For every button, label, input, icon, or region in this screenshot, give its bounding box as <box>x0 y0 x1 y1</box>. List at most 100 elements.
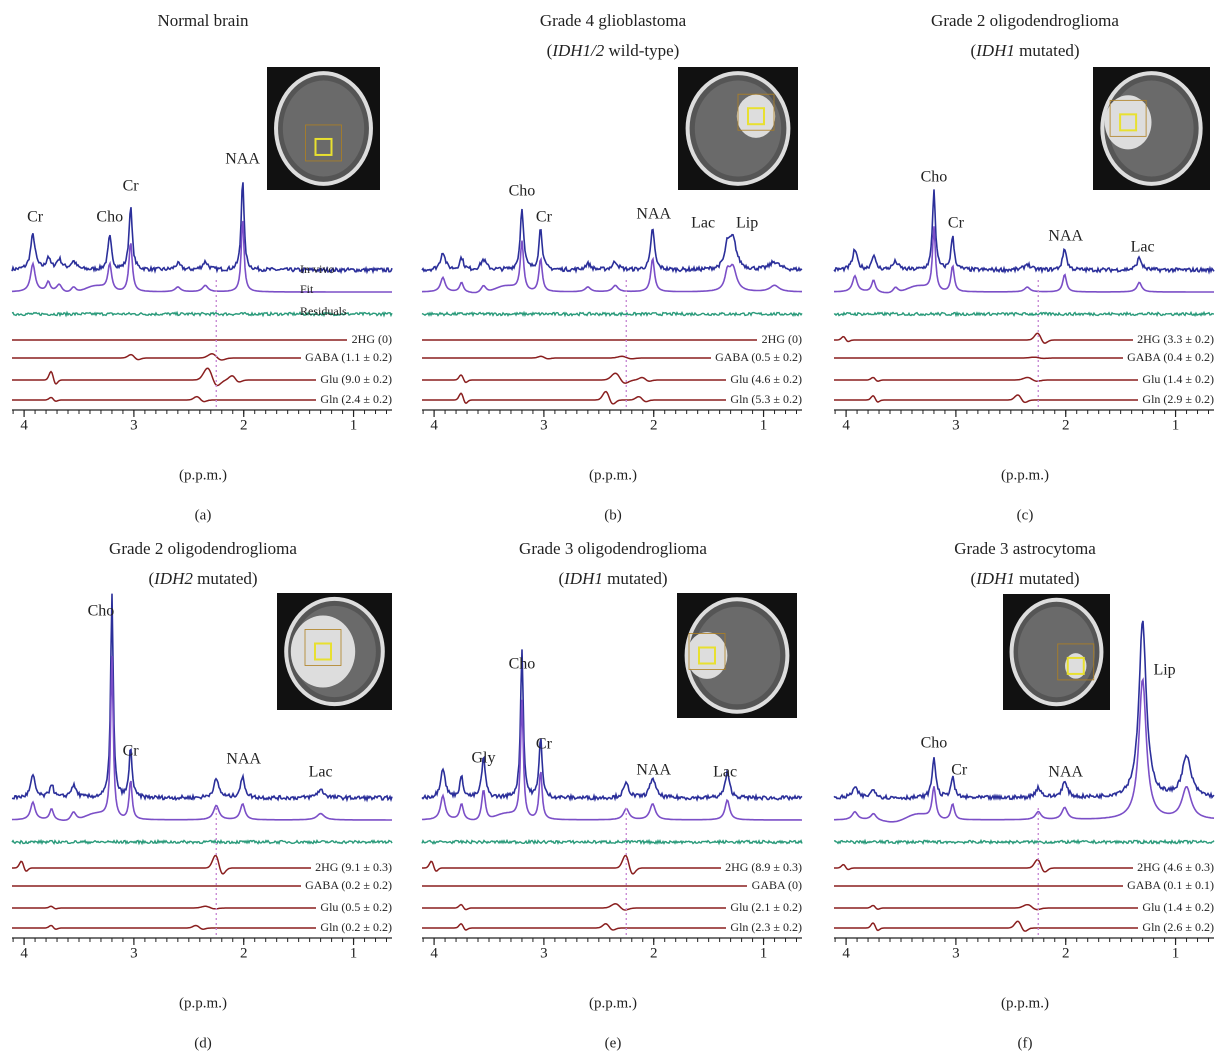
spectrum <box>11 838 393 846</box>
metabolite-fit <box>422 372 726 384</box>
panel-title: Grade 2 oligodendroglioma <box>931 11 1119 30</box>
metabolite-fit <box>834 356 1123 360</box>
x-tick-label: 3 <box>130 417 138 433</box>
metabolite-label: GABA (1.1 ± 0.2) <box>305 350 392 364</box>
spectrum <box>421 699 802 821</box>
subtitle-part: IDH1 <box>975 41 1015 60</box>
roi <box>305 124 342 162</box>
peak-label: Cr <box>123 178 140 195</box>
panel-title: Grade 4 glioblastoma <box>540 11 687 30</box>
x-axis-label: (p.p.m.) <box>589 995 637 1011</box>
subtitle-part: IDH1 <box>563 569 603 588</box>
x-tick-label: 1 <box>1172 945 1180 961</box>
peak-label: Lac <box>309 764 333 781</box>
x-tick-label: 4 <box>842 945 850 961</box>
peak-label: NAA <box>636 206 671 223</box>
x-tick-label: 1 <box>760 945 768 961</box>
spectrum <box>421 649 803 802</box>
roi <box>1109 99 1147 137</box>
metabolite-label: Gln (0.2 ± 0.2) <box>320 920 392 934</box>
panel-title: Grade 2 oligodendroglioma <box>109 539 297 558</box>
subtitle-part: IDH1/2 <box>551 41 604 60</box>
metabolite-label: Gln (2.3 ± 0.2) <box>730 920 802 934</box>
voxel <box>1066 656 1085 675</box>
panel-label: (a) <box>195 507 212 523</box>
panel-subtitle: (IDH1 mutated) <box>970 41 1079 60</box>
peak-label: Cho <box>88 603 115 620</box>
lesion <box>290 615 356 688</box>
subtitle-part: wild-type) <box>604 41 679 60</box>
metabolite-label: Glu (2.1 ± 0.2) <box>730 900 802 914</box>
panel-title: Grade 3 oligodendroglioma <box>519 539 707 558</box>
panel-label: (c) <box>1017 507 1034 523</box>
metabolite-fit <box>12 353 301 361</box>
peak-label: Cho <box>96 209 123 226</box>
metabolite-label: 2HG (9.1 ± 0.3) <box>315 860 392 874</box>
spectrum <box>11 182 393 275</box>
x-axis-label: (p.p.m.) <box>589 467 637 483</box>
lesion <box>736 94 776 138</box>
metabolite-label: 2HG (0) <box>352 332 392 346</box>
lesion <box>686 632 728 679</box>
x-tick-label: 4 <box>842 417 850 433</box>
metabolite-label: GABA (0.2 ± 0.2) <box>305 878 392 892</box>
metabolite-label: 2HG (4.6 ± 0.3) <box>1137 860 1214 874</box>
roi <box>737 93 775 131</box>
x-tick-label: 1 <box>1172 417 1180 433</box>
subtitle-part: ( <box>547 41 553 60</box>
trace-label: Fit <box>300 282 314 296</box>
metabolite-fit <box>422 355 711 360</box>
metabolite-label: Glu (9.0 ± 0.2) <box>320 372 392 386</box>
peak-label: NAA <box>1048 228 1083 245</box>
metabolite-fit <box>834 376 1138 382</box>
peak-label: Lac <box>691 215 715 232</box>
peak-label: Lip <box>1153 662 1175 679</box>
spectrum <box>834 677 1215 823</box>
metabolite-label: 2HG (0) <box>762 332 802 346</box>
spectrum <box>421 240 802 294</box>
metabolite-fit <box>834 858 1133 873</box>
roi <box>304 629 342 666</box>
x-tick-label: 1 <box>350 417 358 433</box>
metabolite-label: Glu (1.4 ± 0.2) <box>1142 900 1214 914</box>
peak-label: NAA <box>226 751 261 768</box>
roi <box>688 633 726 670</box>
metabolite-label: GABA (0) <box>752 878 802 892</box>
panel-subtitle: (IDH2 mutated) <box>148 569 257 588</box>
peak-label: Cho <box>509 656 536 673</box>
metabolite-fit <box>12 395 316 403</box>
panel-label: (e) <box>605 1035 622 1051</box>
peak-label: Cr <box>27 209 44 226</box>
trace-label: Residuals <box>300 304 347 318</box>
x-tick-label: 2 <box>240 945 248 961</box>
voxel <box>314 137 333 156</box>
subtitle-part: ( <box>970 41 976 60</box>
peak-label: Cr <box>536 209 553 226</box>
panel-subtitle: (IDH1 mutated) <box>970 569 1079 588</box>
brain <box>693 606 781 705</box>
panel-label: (f) <box>1018 1035 1033 1051</box>
panel-label: (b) <box>604 507 622 523</box>
metabolite-fit <box>12 854 311 875</box>
metabolite-fit <box>834 920 1138 932</box>
brain <box>1017 606 1096 698</box>
metabolite-label: Gln (2.9 ± 0.2) <box>1142 392 1214 406</box>
x-tick-label: 3 <box>130 945 138 961</box>
x-tick-label: 3 <box>952 417 960 433</box>
peak-label: Cho <box>921 735 948 752</box>
subtitle-part: ( <box>148 569 154 588</box>
voxel <box>1119 113 1138 132</box>
metabolite-label: 2HG (8.9 ± 0.3) <box>725 860 802 874</box>
metabolite-label: Glu (0.5 ± 0.2) <box>320 900 392 914</box>
voxel <box>747 107 765 126</box>
peak-label: Gly <box>472 750 496 767</box>
brain <box>282 80 365 177</box>
spectrum <box>421 208 803 274</box>
peak-label: NAA <box>225 151 260 168</box>
peak-label: Lac <box>1131 239 1155 256</box>
spectrum <box>11 655 392 821</box>
metabolite-label: Gln (2.4 ± 0.2) <box>320 392 392 406</box>
panel: Grade 3 oligodendroglioma (IDH1 mutated) 2… <box>421 539 803 1051</box>
x-tick-label: 4 <box>20 945 28 961</box>
panel-subtitle: (IDH1/2 wild-type) <box>547 41 680 60</box>
